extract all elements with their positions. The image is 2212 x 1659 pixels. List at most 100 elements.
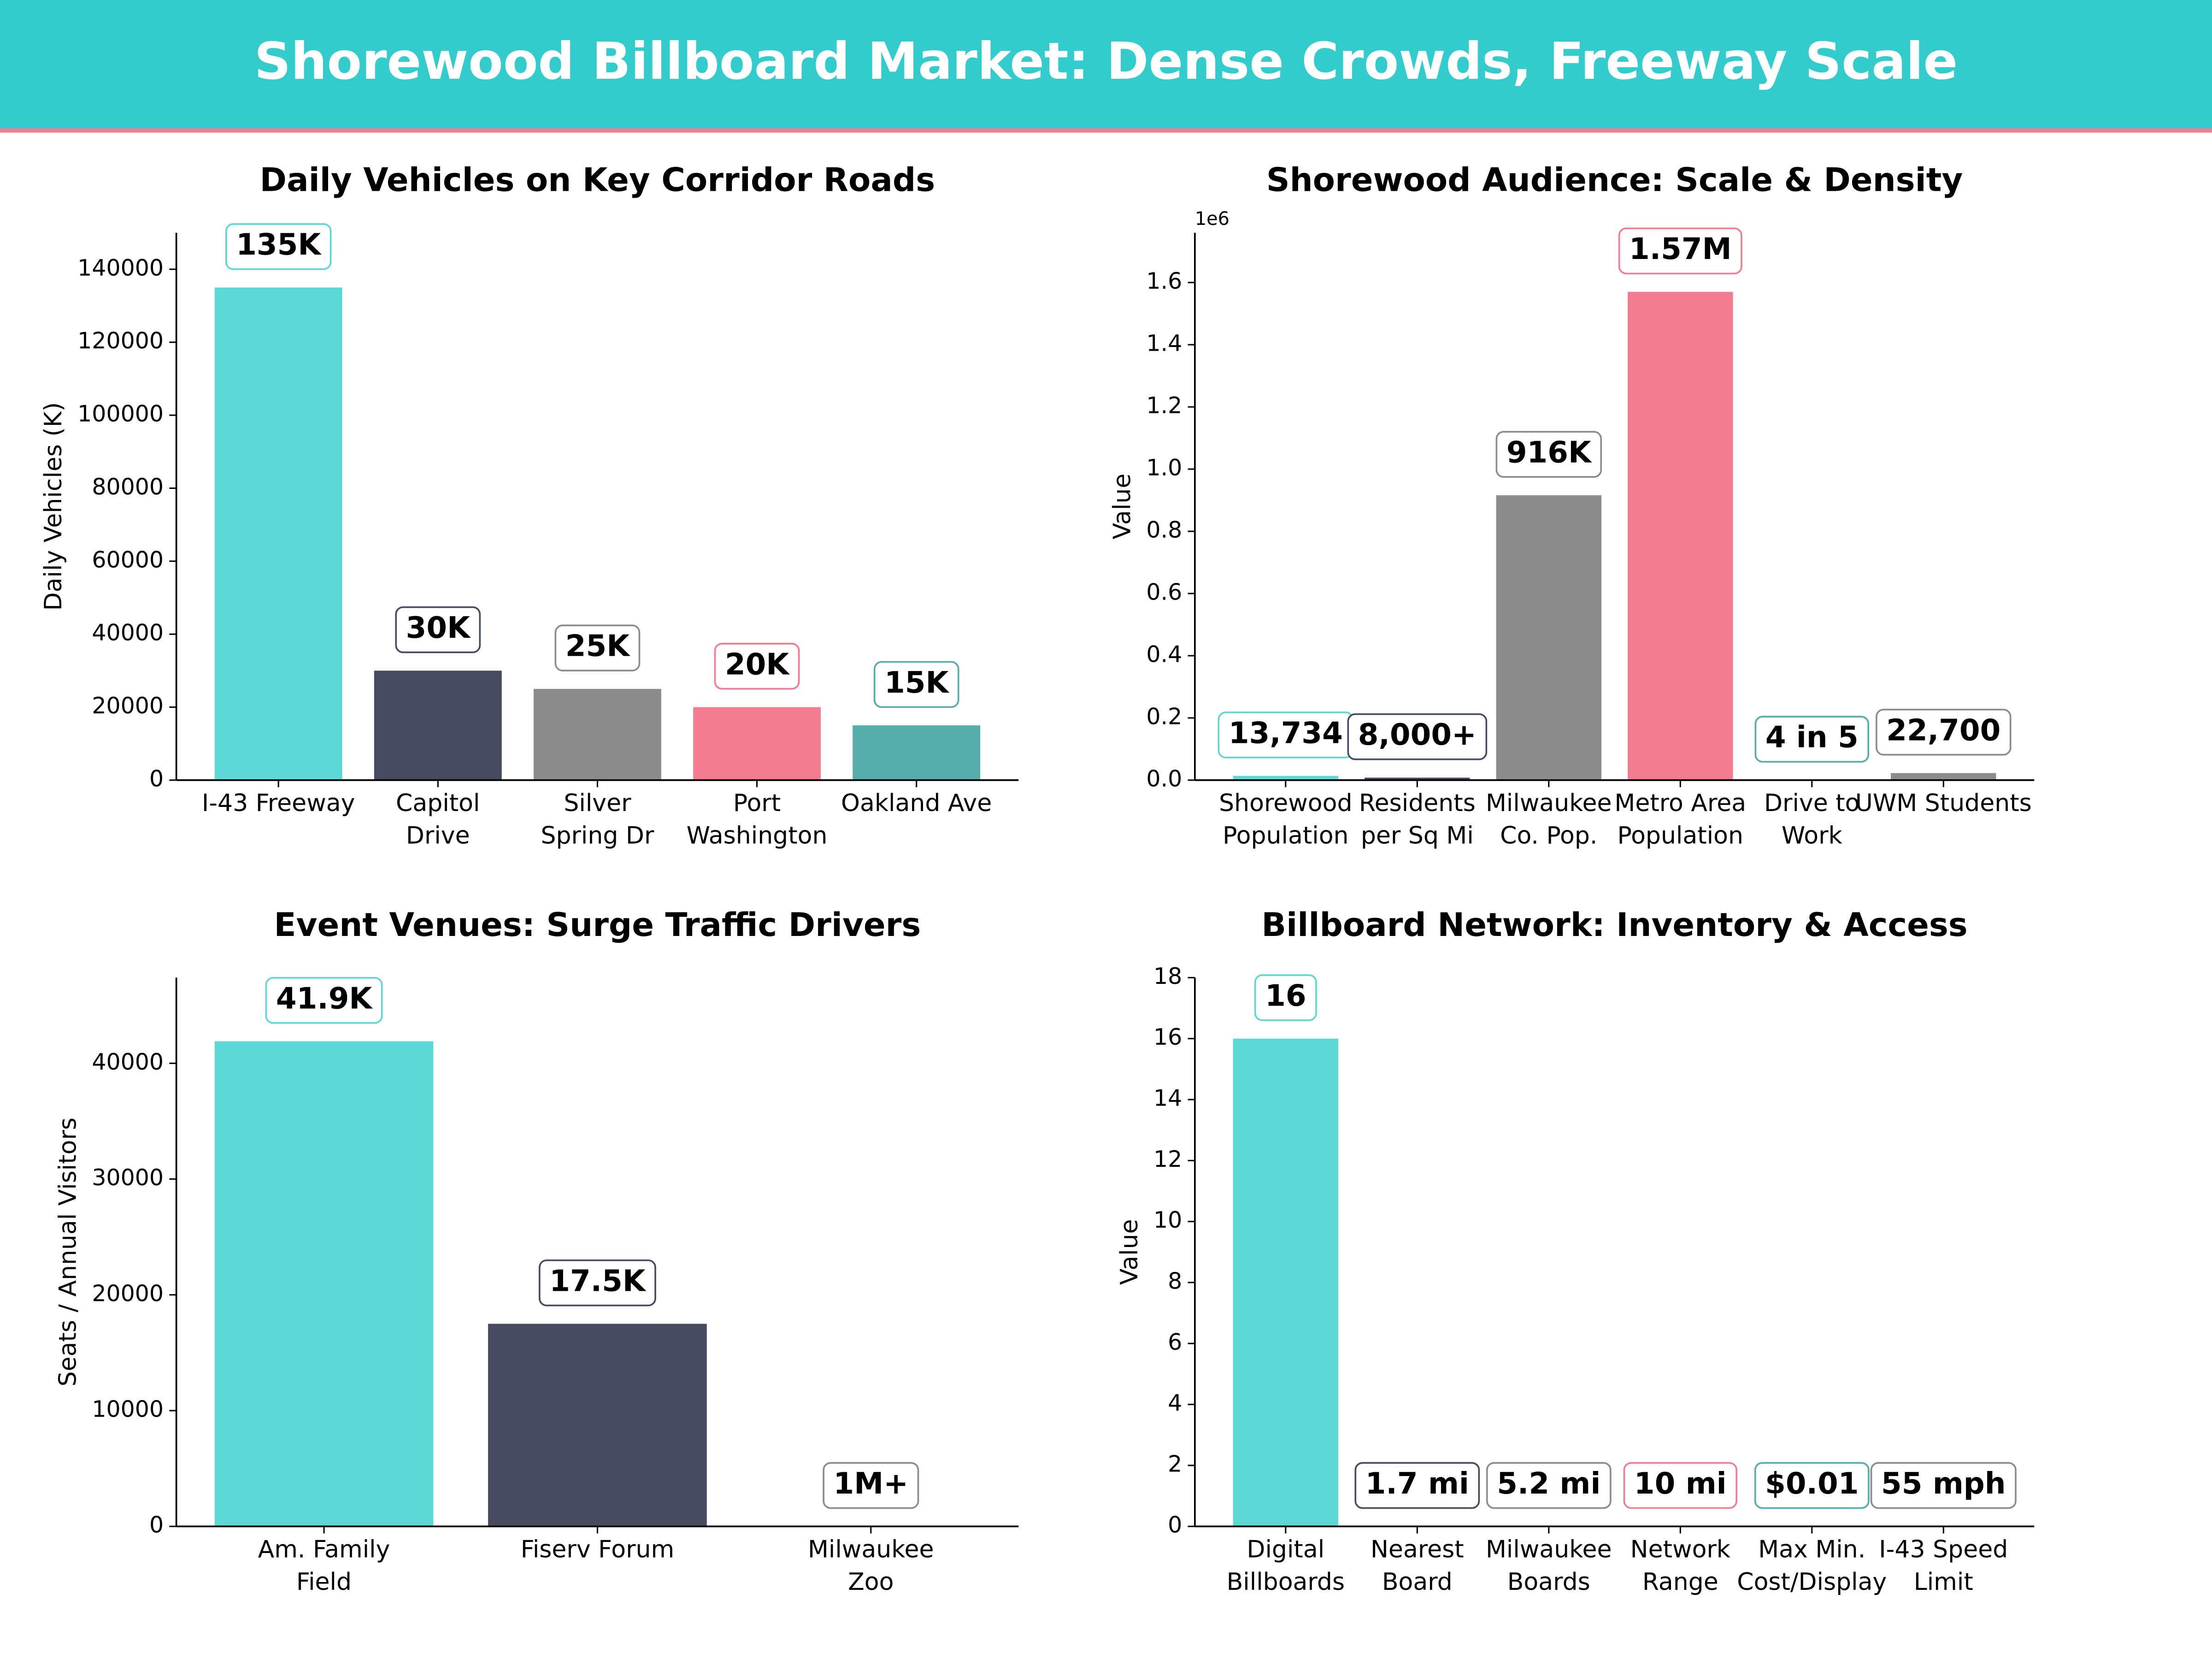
value-label: 8,000+ bbox=[1358, 718, 1477, 752]
label-box bbox=[873, 661, 959, 708]
y-tick-label: 0 bbox=[149, 1512, 164, 1538]
label-box bbox=[1870, 1462, 2017, 1509]
value-label: 1M+ bbox=[834, 1466, 909, 1501]
bar bbox=[214, 287, 342, 780]
label-box bbox=[714, 642, 800, 690]
label-box bbox=[1495, 431, 1602, 478]
label-box bbox=[1618, 227, 1742, 275]
bar bbox=[853, 725, 981, 780]
y-tick-label: 140000 bbox=[77, 255, 164, 281]
value-label: 20K bbox=[725, 647, 790, 682]
x-tick-label: Am. Family Field bbox=[258, 1536, 390, 1597]
value-label: 16 bbox=[1265, 979, 1306, 1013]
value-label: 41.9K bbox=[276, 981, 373, 1016]
y-tick-label: 0 bbox=[1168, 1512, 1182, 1538]
bar bbox=[1365, 777, 1470, 780]
x-tick-label: I-43 Freeway bbox=[201, 790, 355, 818]
bar bbox=[693, 707, 821, 780]
value-label: 5.2 mi bbox=[1497, 1466, 1600, 1501]
y-tick-label: 80000 bbox=[92, 474, 164, 500]
y-tick-label: 0.8 bbox=[1146, 517, 1182, 543]
bar bbox=[488, 1324, 707, 1527]
label-box bbox=[1354, 1462, 1480, 1509]
value-label: 13,734 bbox=[1229, 716, 1343, 750]
value-label: 10 mi bbox=[1634, 1466, 1727, 1501]
label-box bbox=[1754, 1462, 1870, 1509]
value-label: 55 mph bbox=[1881, 1466, 2006, 1501]
value-label: 22,700 bbox=[1886, 713, 2000, 747]
y-tick-label: 1.2 bbox=[1146, 393, 1182, 419]
label-box bbox=[1347, 713, 1488, 760]
value-label: 916K bbox=[1506, 435, 1592, 470]
label-box bbox=[1623, 1462, 1737, 1509]
bar bbox=[1628, 292, 1733, 780]
x-tick-label: Port Washington bbox=[686, 790, 828, 851]
x-tick-label: Residents per Sq Mi bbox=[1359, 790, 1476, 851]
y-tick-label: 30000 bbox=[92, 1165, 164, 1191]
y-tick-label: 10 bbox=[1153, 1207, 1182, 1233]
label-box bbox=[1876, 708, 2012, 756]
x-tick-label: Nearest Board bbox=[1371, 1536, 1464, 1597]
y-tick-label: 6 bbox=[1168, 1329, 1182, 1355]
bar bbox=[1233, 1038, 1339, 1527]
value-label: $0.01 bbox=[1765, 1466, 1859, 1501]
y-tick-label: 20000 bbox=[92, 693, 164, 719]
label-box bbox=[823, 1462, 919, 1509]
y-offset-label: 1e6 bbox=[1195, 208, 1230, 229]
x-tick-label: Metro Area Population bbox=[1614, 790, 1747, 851]
x-tick-label: Milwaukee Zoo bbox=[807, 1536, 934, 1597]
y-tick-label: 0 bbox=[149, 765, 164, 792]
label-box bbox=[554, 624, 641, 671]
bar bbox=[1496, 495, 1602, 780]
y-tick-label: 0.0 bbox=[1146, 765, 1182, 792]
x-tick-label: UWM Students bbox=[1855, 790, 2032, 818]
x-tick-label: Milwaukee Boards bbox=[1485, 1536, 1612, 1597]
label-box bbox=[225, 223, 332, 270]
x-tick-label: I-43 Speed Limit bbox=[1879, 1536, 2008, 1597]
header-rule bbox=[0, 128, 2212, 133]
y-tick-label: 12 bbox=[1153, 1146, 1182, 1172]
y-tick-label: 1.4 bbox=[1146, 330, 1182, 357]
y-tick-label: 1.6 bbox=[1146, 268, 1182, 294]
label-box bbox=[265, 977, 383, 1024]
bar bbox=[214, 1041, 434, 1527]
bar bbox=[374, 671, 502, 780]
y-tick-label: 18 bbox=[1153, 963, 1182, 989]
y-tick-label: 0.6 bbox=[1146, 579, 1182, 605]
y-axis-label: Value bbox=[1108, 474, 1136, 540]
y-tick-label: 1.0 bbox=[1146, 454, 1182, 481]
subplot-title: Daily Vehicles on Key Corridor Roads bbox=[260, 161, 935, 199]
x-tick-label: Max Min. Cost/Display bbox=[1737, 1536, 1887, 1597]
x-tick-label: Drive to Work bbox=[1764, 790, 1860, 851]
value-label: 1.57M bbox=[1629, 232, 1732, 266]
label-box bbox=[1754, 716, 1870, 763]
bar bbox=[1233, 776, 1339, 780]
label-box bbox=[395, 606, 481, 653]
y-tick-label: 4 bbox=[1168, 1390, 1182, 1416]
value-label: 4 in 5 bbox=[1765, 720, 1859, 755]
value-label: 135K bbox=[236, 228, 322, 262]
x-tick-label: Oakland Ave bbox=[841, 790, 992, 818]
subplot-title: Shorewood Audience: Scale & Density bbox=[1266, 161, 1963, 199]
y-tick-label: 2 bbox=[1168, 1451, 1182, 1477]
x-tick-label: Fiserv Forum bbox=[520, 1536, 675, 1565]
y-tick-label: 16 bbox=[1153, 1024, 1182, 1050]
y-tick-label: 0.2 bbox=[1146, 703, 1182, 729]
value-label: 17.5K bbox=[549, 1264, 647, 1298]
value-label: 1.7 mi bbox=[1365, 1466, 1469, 1501]
bar bbox=[1891, 773, 1996, 780]
x-tick-label: Silver Spring Dr bbox=[541, 790, 654, 851]
value-label: 30K bbox=[406, 611, 471, 645]
y-tick-label: 20000 bbox=[92, 1280, 164, 1306]
y-axis-label: Value bbox=[1116, 1219, 1143, 1285]
y-tick-label: 40000 bbox=[92, 620, 164, 646]
x-tick-label: Milwaukee Co. Pop. bbox=[1485, 790, 1612, 851]
x-tick-label: Network Range bbox=[1630, 1536, 1730, 1597]
y-axis-label: Seats / Annual Visitors bbox=[54, 1118, 82, 1387]
label-box bbox=[1486, 1462, 1612, 1509]
y-axis-label: Daily Vehicles (K) bbox=[40, 402, 67, 611]
y-tick-label: 10000 bbox=[92, 1396, 164, 1423]
header-band bbox=[0, 0, 2212, 129]
y-tick-label: 0.4 bbox=[1146, 641, 1182, 667]
